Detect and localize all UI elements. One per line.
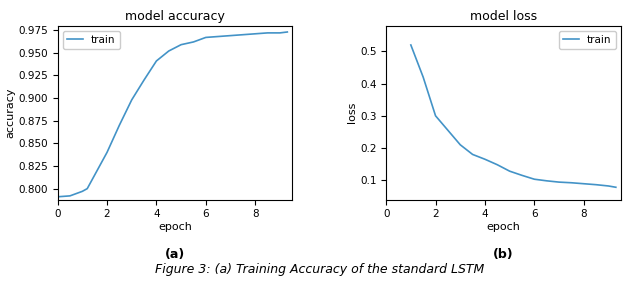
train [568, 181, 575, 184]
train [444, 129, 452, 132]
train [239, 33, 246, 36]
Text: (a): (a) [165, 248, 185, 261]
X-axis label: epoch: epoch [486, 222, 520, 232]
train [66, 194, 74, 198]
train [276, 31, 284, 34]
train [189, 40, 197, 44]
train [531, 178, 538, 181]
Title: model accuracy: model accuracy [125, 10, 225, 23]
train [493, 163, 501, 166]
train [103, 151, 111, 154]
train [506, 170, 513, 173]
X-axis label: epoch: epoch [158, 222, 192, 232]
train [556, 180, 563, 184]
Line: train: train [411, 45, 616, 187]
train [612, 186, 620, 189]
train [115, 123, 123, 127]
train [227, 34, 234, 37]
train [284, 30, 291, 34]
train [83, 187, 91, 190]
train [605, 184, 612, 188]
train [518, 174, 526, 177]
train [214, 35, 222, 38]
train [128, 98, 136, 102]
train [432, 114, 440, 117]
Legend: train: train [559, 31, 616, 49]
Y-axis label: accuracy: accuracy [5, 87, 15, 138]
train [580, 182, 588, 186]
Line: train: train [58, 32, 287, 197]
train [202, 36, 210, 39]
train [543, 179, 550, 182]
train [252, 32, 259, 36]
train [140, 78, 148, 82]
train [177, 43, 185, 46]
train [79, 190, 86, 193]
train [165, 49, 173, 53]
train [91, 173, 99, 177]
train [152, 59, 160, 63]
train [456, 143, 464, 146]
train [264, 31, 271, 34]
train [54, 195, 61, 198]
train [419, 76, 427, 79]
Legend: train: train [63, 31, 120, 49]
Text: Figure 3: (a) Training Accuracy of the standard LSTM: Figure 3: (a) Training Accuracy of the s… [156, 263, 484, 276]
Y-axis label: loss: loss [347, 102, 357, 123]
train [468, 153, 476, 156]
Title: model loss: model loss [470, 10, 537, 23]
train [592, 183, 600, 186]
Text: (b): (b) [493, 248, 514, 261]
train [481, 158, 489, 161]
train [407, 43, 415, 47]
